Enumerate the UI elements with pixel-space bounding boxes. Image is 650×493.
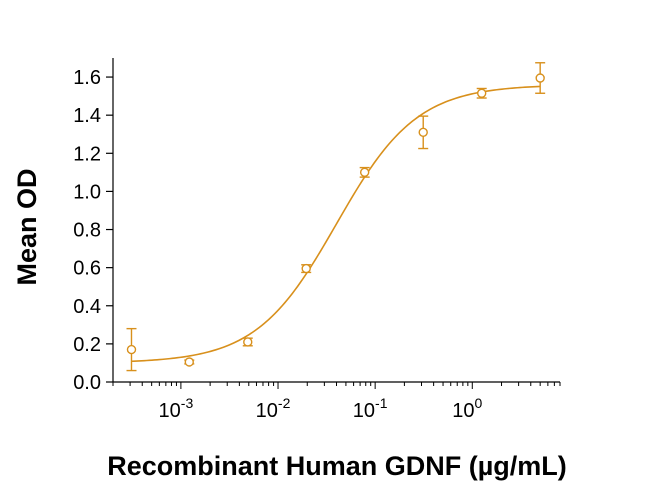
data-point xyxy=(418,115,429,150)
data-marker xyxy=(535,73,545,83)
data-point xyxy=(242,337,253,347)
data-marker xyxy=(126,344,137,355)
x-tick-label: 10-3 xyxy=(159,395,194,422)
data-points xyxy=(126,62,546,372)
y-tick-label: 0.8 xyxy=(73,220,101,242)
data-marker xyxy=(418,127,428,138)
y-tick-label: 0.0 xyxy=(73,372,101,394)
data-point xyxy=(476,87,487,99)
y-tick-label: 0.2 xyxy=(73,334,101,356)
x-axis-title: Recombinant Human GDNF (µg/mL) xyxy=(107,451,567,481)
data-marker xyxy=(359,167,370,178)
data-marker xyxy=(476,88,487,98)
y-tick-label: 1.6 xyxy=(73,67,101,89)
y-tick-label: 0.4 xyxy=(73,296,101,318)
y-axis-title: Mean OD xyxy=(12,168,42,285)
data-marker xyxy=(184,357,194,367)
fit-curve xyxy=(131,85,541,363)
x-tick-label: 10-1 xyxy=(353,395,388,422)
data-marker xyxy=(243,337,253,347)
y-tick-label: 0.6 xyxy=(73,258,101,280)
data-point xyxy=(535,62,546,94)
x-axis-ticks: 10-3 10-2 10-1 100 xyxy=(112,382,561,422)
data-point xyxy=(126,327,137,372)
data-point xyxy=(301,263,312,274)
axes xyxy=(112,58,560,383)
data-marker xyxy=(301,263,311,274)
x-tick-label: 100 xyxy=(452,395,482,422)
data-point xyxy=(359,166,370,178)
x-tick-label: 10-2 xyxy=(256,395,291,422)
y-axis-ticks: 0.0 0.2 0.4 0.6 0.8 1.0 1.2 1.4 1.6 xyxy=(73,67,113,394)
y-tick-label: 1.4 xyxy=(73,105,101,127)
data-point xyxy=(184,357,195,367)
y-tick-label: 1.2 xyxy=(73,143,101,165)
y-tick-label: 1.0 xyxy=(73,181,101,203)
